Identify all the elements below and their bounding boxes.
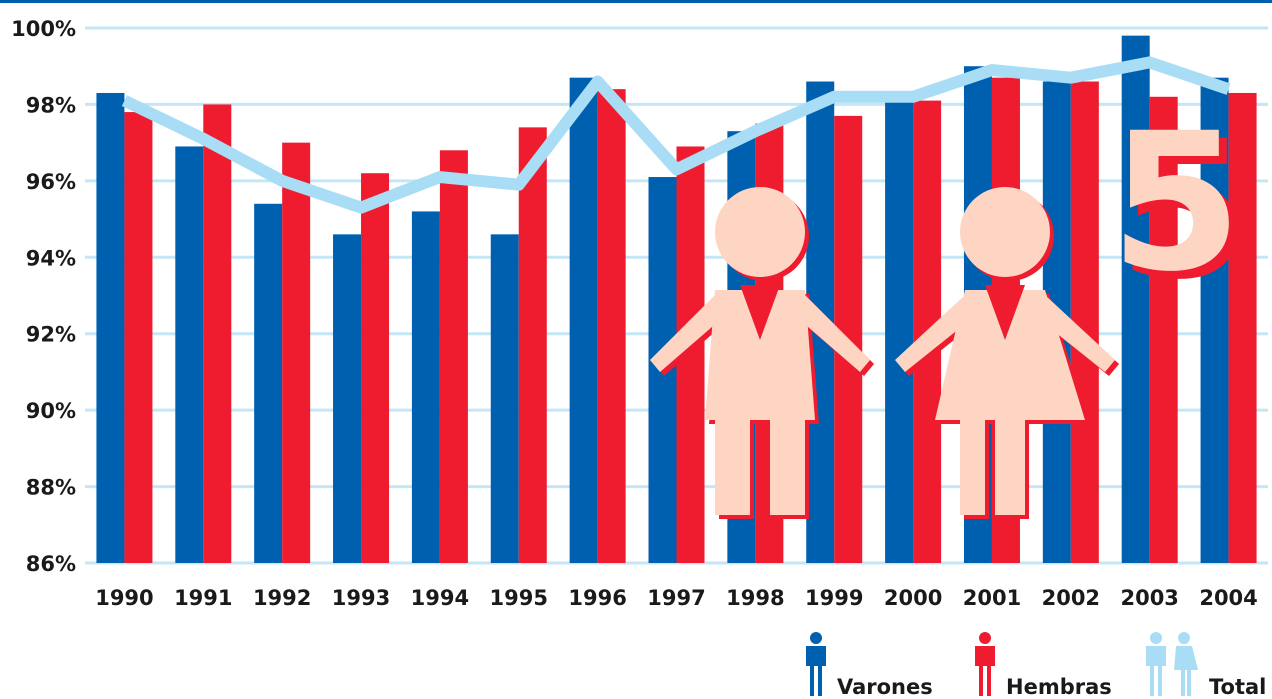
legend-label: Total xyxy=(1209,675,1266,699)
x-tick-label: 1990 xyxy=(95,586,153,610)
x-tick-label: 2001 xyxy=(963,586,1021,610)
bar xyxy=(1070,81,1099,563)
x-tick-label: 1993 xyxy=(332,586,390,610)
bar xyxy=(439,150,468,564)
svg-text:5: 5 xyxy=(1118,100,1250,321)
bar xyxy=(518,127,547,563)
x-tick-label: 2002 xyxy=(1042,586,1100,610)
legend-icon xyxy=(810,632,822,644)
x-tick-label: 1994 xyxy=(411,586,469,610)
x-tick-label: 1992 xyxy=(253,586,311,610)
top-rule xyxy=(0,0,1272,3)
bar xyxy=(333,234,362,563)
y-tick-label: 98% xyxy=(26,93,76,117)
x-tick-label: 1996 xyxy=(568,586,626,610)
legend-icon xyxy=(806,646,826,696)
y-tick-label: 88% xyxy=(26,476,76,500)
bar xyxy=(175,146,204,563)
bar xyxy=(569,77,598,563)
x-tick-label: 1997 xyxy=(647,586,705,610)
y-tick-label: 100% xyxy=(11,17,76,41)
svg-text:5: 5 xyxy=(1110,92,1242,313)
legend-label: Varones xyxy=(837,675,933,699)
y-tick-label: 96% xyxy=(26,170,76,194)
bar xyxy=(124,112,153,564)
x-tick-label: 1998 xyxy=(726,586,784,610)
bar xyxy=(282,142,311,563)
legend-label: Hembras xyxy=(1006,675,1112,699)
y-tick-label: 94% xyxy=(26,246,76,270)
bar xyxy=(1149,96,1178,564)
x-tick-label: 2004 xyxy=(1199,586,1257,610)
bar xyxy=(96,92,125,563)
x-tick-label: 2000 xyxy=(884,586,942,610)
legend-icon xyxy=(1174,646,1198,696)
legend-icon xyxy=(1146,646,1166,696)
bar xyxy=(1200,77,1229,563)
legend-icon xyxy=(975,646,995,696)
x-tick-label: 2003 xyxy=(1120,586,1178,610)
bar xyxy=(1228,92,1257,563)
bar xyxy=(203,104,232,563)
bar xyxy=(254,203,283,564)
y-tick-label: 90% xyxy=(26,399,76,423)
total-line xyxy=(121,56,1231,214)
legend-icon xyxy=(979,632,991,644)
x-tick-label: 1995 xyxy=(490,586,548,610)
bar xyxy=(490,234,519,563)
bar xyxy=(885,100,914,563)
y-tick-label: 86% xyxy=(26,552,76,576)
decoration: 5 5 xyxy=(650,92,1250,519)
x-tick-label: 1999 xyxy=(805,586,863,610)
legend-icon xyxy=(1150,632,1162,644)
y-tick-label: 92% xyxy=(26,323,76,347)
bar xyxy=(411,211,440,563)
legend-icon xyxy=(1178,632,1190,644)
bar xyxy=(361,173,390,563)
x-tick-label: 1991 xyxy=(174,586,232,610)
bar xyxy=(1121,35,1150,563)
bar xyxy=(597,89,626,564)
